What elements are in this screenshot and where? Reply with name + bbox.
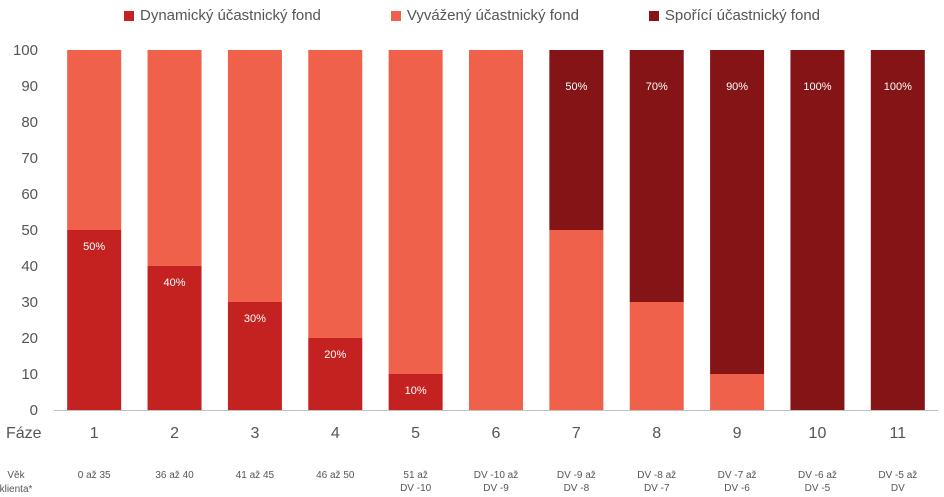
category-axis-label: Fáze xyxy=(6,425,42,442)
age-range-label: DV -6 xyxy=(724,483,750,494)
data-label: 10% xyxy=(405,385,427,397)
bar-segment xyxy=(549,50,604,230)
bar-segment xyxy=(227,302,282,410)
y-tick-label: 90 xyxy=(21,78,38,95)
data-label: 90% xyxy=(726,81,748,93)
age-range-label: 0 až 35 xyxy=(78,470,111,481)
age-range-label: DV -7 až xyxy=(718,470,757,481)
data-label: 30% xyxy=(244,313,266,325)
legend-swatch-balanced xyxy=(390,10,401,21)
age-row-label: Věk xyxy=(7,470,25,481)
y-tick-label: 50 xyxy=(21,222,38,239)
legend-item-dynamic: Dynamický účastnický fond xyxy=(123,7,321,24)
x-tick-label: 10 xyxy=(809,425,827,442)
age-range-label: DV -6 až xyxy=(798,470,837,481)
bar-segment xyxy=(147,50,202,266)
bar-segment xyxy=(308,338,363,410)
age-range-label: DV -5 až xyxy=(878,470,917,481)
y-tick-label: 60 xyxy=(21,186,38,203)
y-tick-label: 80 xyxy=(21,114,38,131)
x-tick-label: 8 xyxy=(652,425,661,442)
legend-label-dynamic: Dynamický účastnický fond xyxy=(139,7,321,24)
data-label: 100% xyxy=(803,81,831,93)
y-tick-label: 40 xyxy=(21,258,38,275)
legend-swatch-saving xyxy=(648,10,659,21)
bar-segment xyxy=(629,302,684,410)
data-label: 20% xyxy=(324,349,346,361)
x-tick-label: 5 xyxy=(411,425,420,442)
bar-segment xyxy=(790,50,845,410)
y-tick-label: 10 xyxy=(21,366,38,383)
bar-segment xyxy=(388,50,443,374)
data-label: 100% xyxy=(884,81,912,93)
age-range-label: DV -8 až xyxy=(637,470,676,481)
x-tick-label: 4 xyxy=(331,425,340,442)
age-range-label: DV -10 xyxy=(400,483,432,494)
age-range-label: DV -9 xyxy=(483,483,509,494)
x-tick-label: 6 xyxy=(492,425,501,442)
bar-segment xyxy=(469,50,523,410)
y-tick-label: 100 xyxy=(13,42,38,59)
bar-segment xyxy=(388,374,443,410)
bar-segment xyxy=(870,50,925,410)
y-tick-label: 0 xyxy=(30,402,38,419)
age-row-label: klienta* xyxy=(0,484,33,495)
bar-segment xyxy=(710,50,765,374)
bar-segment xyxy=(549,230,604,410)
legend-swatch-dynamic xyxy=(123,10,134,21)
x-tick-label: 3 xyxy=(250,425,259,442)
age-range-label: 46 až 50 xyxy=(316,470,355,481)
legend: Dynamický účastnický fond Vyvážený účast… xyxy=(0,7,944,24)
age-range-label: DV -7 xyxy=(644,483,670,494)
y-tick-label: 20 xyxy=(21,330,38,347)
age-range-label: DV -10 až xyxy=(474,470,518,481)
bar-segment xyxy=(227,50,282,302)
legend-label-balanced: Vyvážený účastnický fond xyxy=(406,7,579,24)
x-tick-label: 2 xyxy=(170,425,179,442)
age-range-label: 51 až xyxy=(403,470,427,481)
age-range-label: DV -9 až xyxy=(557,470,596,481)
age-range-label: DV -8 xyxy=(564,483,590,494)
x-tick-label: 9 xyxy=(733,425,742,442)
bar-segment xyxy=(308,50,363,338)
bar-segment xyxy=(67,50,122,230)
y-tick-label: 70 xyxy=(21,150,38,167)
x-tick-label: 11 xyxy=(890,425,907,442)
age-range-label: DV xyxy=(891,483,905,494)
bar-segment xyxy=(629,50,684,302)
y-tick-label: 30 xyxy=(21,294,38,311)
bar-segment xyxy=(67,230,122,410)
age-range-label: DV -5 xyxy=(805,483,831,494)
data-label: 40% xyxy=(164,277,186,289)
legend-item-saving: Spořící účastnický fond xyxy=(648,7,820,24)
data-label: 70% xyxy=(646,81,668,93)
bar-segment xyxy=(710,374,765,410)
bar-segment xyxy=(147,266,202,410)
data-label: 50% xyxy=(83,241,105,253)
age-range-label: 41 až 45 xyxy=(236,470,275,481)
x-tick-label: 7 xyxy=(572,425,581,442)
legend-item-balanced: Vyvážený účastnický fond xyxy=(390,7,579,24)
legend-label-saving: Spořící účastnický fond xyxy=(664,7,820,24)
data-label: 50% xyxy=(565,81,587,93)
x-tick-label: 1 xyxy=(90,425,99,442)
age-range-label: 36 až 40 xyxy=(155,470,194,481)
